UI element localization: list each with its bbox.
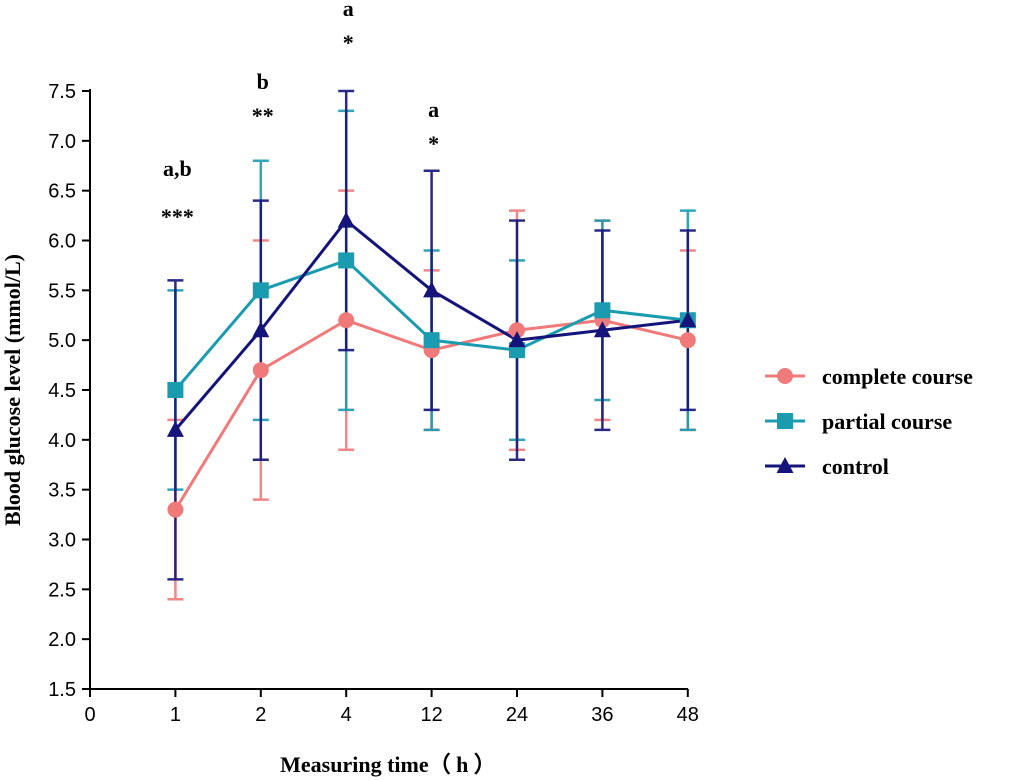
y-tick-label: 6.0 bbox=[48, 231, 76, 253]
annotation-label: a bbox=[343, 0, 354, 21]
legend-label: control bbox=[822, 454, 889, 479]
legend-swatch-marker bbox=[777, 413, 793, 429]
control-point bbox=[508, 331, 526, 348]
y-tick-label: 3.0 bbox=[48, 530, 76, 552]
legend-item-complete-course: complete course bbox=[765, 364, 973, 389]
annotation-label: * bbox=[428, 131, 439, 156]
x-tick-label: 24 bbox=[506, 704, 528, 726]
legend-swatch-marker bbox=[776, 457, 794, 473]
x-tick-label: 4 bbox=[341, 704, 352, 726]
x-tick-label: 36 bbox=[591, 704, 613, 726]
series-markers bbox=[166, 211, 697, 518]
y-tick-label: 2.0 bbox=[48, 629, 76, 651]
control-point bbox=[337, 211, 355, 228]
y-tick-label: 7.0 bbox=[48, 131, 76, 153]
x-axis-title: Measuring time（ h ） bbox=[280, 752, 496, 777]
control-point bbox=[593, 321, 611, 338]
complete-course-point bbox=[252, 362, 269, 379]
axes: 1.5 2.0 2.5 3.0 3.5 4.0 4.5 5.0 5.5 6.0 6.5 7.0 7.5 0… bbox=[48, 81, 699, 726]
y-tick-label: 6.5 bbox=[48, 181, 76, 203]
x-tick-label: 12 bbox=[420, 704, 442, 726]
x-tick-label: 48 bbox=[677, 704, 699, 726]
partial-course-point bbox=[167, 382, 184, 398]
annotation-label: * bbox=[343, 30, 354, 55]
annotation-label: ** bbox=[252, 103, 274, 128]
x-tick-label: 1 bbox=[170, 704, 181, 726]
legend-swatch-marker bbox=[777, 368, 793, 384]
y-tick-label: 7.5 bbox=[48, 81, 76, 103]
y-tick-label: 1.5 bbox=[48, 679, 76, 701]
complete-course-point bbox=[679, 332, 696, 349]
partial-course-point bbox=[594, 302, 611, 319]
significance-annotations: a,b *** b ** a * a * bbox=[161, 0, 439, 229]
y-tick-label: 2.5 bbox=[48, 579, 76, 601]
y-tick-label: 5.5 bbox=[48, 280, 76, 302]
legend-item-partial-course: partial course bbox=[765, 409, 952, 434]
y-tick-label: 4.5 bbox=[48, 380, 76, 402]
control-point bbox=[166, 420, 184, 437]
legend-item-control: control bbox=[765, 454, 889, 479]
control-point bbox=[252, 321, 270, 338]
legend-label: complete course bbox=[822, 364, 973, 389]
annotation-label: a bbox=[428, 97, 439, 122]
legend-label: partial course bbox=[822, 409, 952, 434]
complete-course-point bbox=[338, 312, 355, 329]
complete-course-point bbox=[167, 501, 184, 518]
annotation-label: b bbox=[257, 69, 269, 94]
annotation-label: *** bbox=[161, 204, 194, 229]
control-point bbox=[679, 311, 697, 328]
partial-course-point bbox=[338, 252, 355, 269]
partial-course-point bbox=[423, 332, 440, 349]
annotation-label: a,b bbox=[163, 156, 192, 181]
complete-course-point bbox=[509, 322, 525, 339]
x-tick-label: 0 bbox=[84, 704, 95, 726]
y-tick-label: 4.0 bbox=[48, 430, 76, 452]
partial-course-point bbox=[252, 282, 269, 299]
legend: complete course partial course control bbox=[765, 364, 973, 479]
control-point bbox=[423, 281, 441, 298]
y-tick-label: 3.5 bbox=[48, 480, 76, 502]
y-axis-title: Blood glucose level (mmol/L) bbox=[0, 254, 25, 526]
x-tick-label: 2 bbox=[255, 704, 266, 726]
y-tick-label: 5.0 bbox=[48, 330, 76, 352]
